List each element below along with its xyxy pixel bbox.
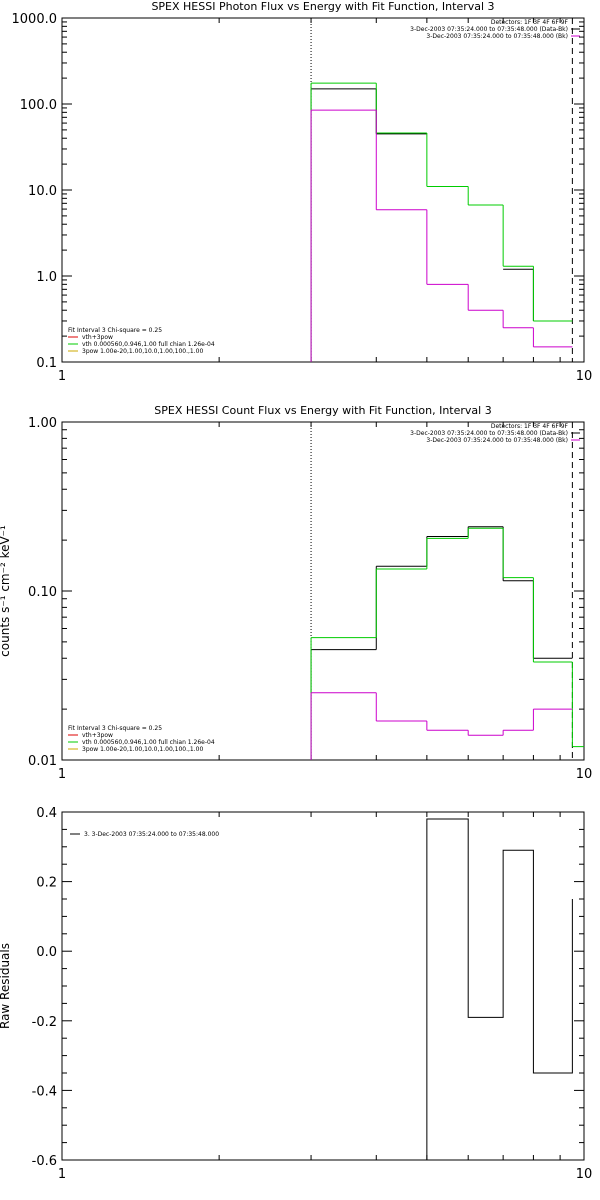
legend-entry: Detectors: 1F 3F 4F 6F 9F [491,423,569,430]
legend-entry: 3pow 1.00e-20,1.00,10.0,1.00,100.,1.00 [82,348,203,355]
y-axis-label: Raw Residuals [0,943,12,1029]
x-tick-label: 10 [576,369,593,384]
legend-entry: Detectors: 1F 3F 4F 6F 9F [491,19,569,26]
y-axis-label: counts s⁻¹ cm⁻² keV⁻¹ [0,525,12,657]
legend-entry: 3-Dec-2003 07:35:24.000 to 07:35:48.000 … [410,26,568,33]
y-tick-label: 1000.0 [12,12,58,27]
y-tick-label: 1.0 [36,270,57,285]
legend-entry: 3-Dec-2003 07:35:24.000 to 07:35:48.000 … [426,437,568,444]
y-tick-label: 1.00 [28,416,57,431]
x-tick-label: 1 [58,369,66,384]
legend-entry: vth+3pow [82,732,113,739]
y-tick-label: 0.01 [28,754,57,769]
legend-entry: vth 0.000560,0.946,1.00 full chian 1.26e… [82,341,215,348]
x-tick-label: 1 [58,1167,66,1182]
y-tick-label: 0.1 [36,356,57,371]
x-tick-label: 1 [58,767,66,782]
y-tick-label: 0.0 [36,945,57,960]
axes-frame [61,811,585,1161]
y-tick-label: 0.2 [36,876,57,891]
axes-frame [61,421,585,761]
y-tick-label: -0.4 [32,1084,57,1099]
legend-entry: 3pow 1.00e-20,1.00,10.0,1.00,100.,1.00 [82,746,203,753]
photon-flux-panel: SPEX HESSI Photon Flux vs Energy with Fi… [12,0,593,384]
x-tick-label: 10 [576,767,593,782]
legend-entry: 3-Dec-2003 07:35:24.000 to 07:35:48.000 … [410,430,568,437]
y-tick-label: 0.4 [36,806,57,821]
chart-title: SPEX HESSI Count Flux vs Energy with Fit… [154,404,491,417]
axes-frame [61,17,585,363]
y-tick-label: 100.0 [20,98,57,113]
chart-title: SPEX HESSI Photon Flux vs Energy with Fi… [151,0,494,13]
raw-residuals-panel: 1 10 0.4 0.2 0.0 -0.2 -0.4 -0.6 Raw Residuals 3. … [0,806,592,1182]
legend-entry: Fit Interval 3 Chi-square = 0.25 [68,327,162,334]
x-tick-label: 10 [576,1167,593,1182]
count-flux-panel: SPEX HESSI Count Flux vs Energy with Fit… [0,404,592,782]
legend-entry: Fit Interval 3 Chi-square = 0.25 [68,725,162,732]
y-tick-label: -0.6 [32,1154,57,1169]
residual-trace [426,818,573,1160]
y-tick-label: 10.0 [28,184,57,199]
legend-entry: vth+3pow [82,334,113,341]
y-tick-label: -0.2 [32,1015,57,1030]
legend-entry: 3-Dec-2003 07:35:24.000 to 07:35:48.000 … [426,33,568,40]
y-tick-label: 0.10 [28,585,57,600]
legend-entry: vth 0.000560,0.946,1.00 full chian 1.26e… [82,739,215,746]
legend-entry: 3. 3-Dec-2003 07:35:24.000 to 07:35:48.0… [84,831,219,838]
